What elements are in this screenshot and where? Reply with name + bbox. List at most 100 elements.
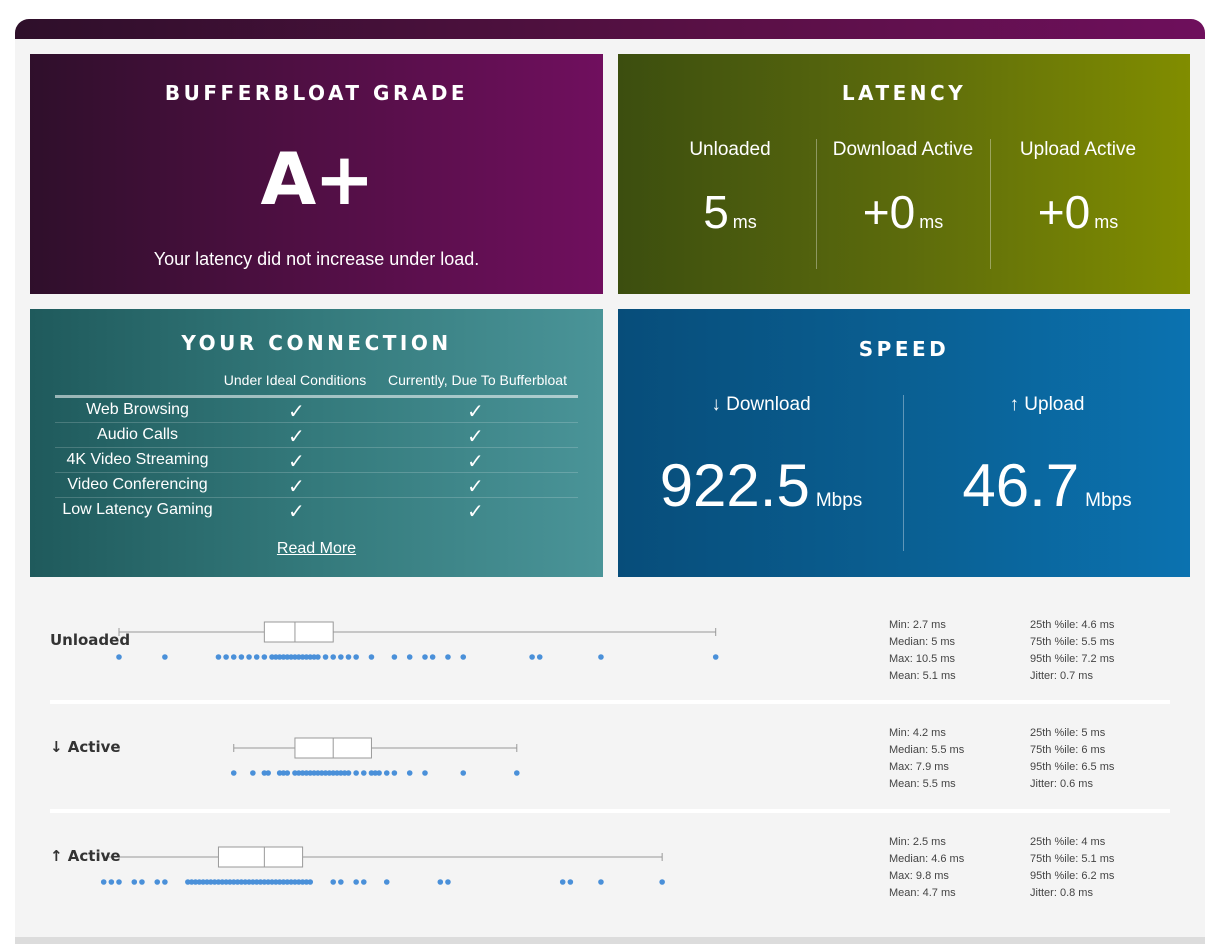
sample-point bbox=[307, 770, 314, 776]
sample-point bbox=[215, 654, 222, 660]
sample-point bbox=[338, 654, 344, 660]
grade-message: Your latency did not increase under load… bbox=[153, 249, 480, 269]
sample-point bbox=[242, 879, 249, 885]
check-icon: ✓ bbox=[467, 449, 484, 473]
sample-point bbox=[227, 879, 233, 885]
sample-point bbox=[162, 879, 168, 885]
sample-point bbox=[253, 879, 260, 885]
sample-point bbox=[280, 879, 287, 885]
latency-upload-active: Upload Active +0 ms bbox=[992, 139, 1164, 269]
sample-point bbox=[223, 654, 229, 660]
sample-point bbox=[659, 879, 665, 885]
sample-point bbox=[383, 770, 390, 776]
sample-point bbox=[250, 770, 256, 776]
row-separator bbox=[50, 700, 1170, 704]
stat-label: ↑ Active bbox=[50, 847, 121, 865]
sample-point bbox=[345, 770, 352, 776]
sample-point bbox=[559, 879, 566, 885]
sample-point bbox=[288, 879, 294, 885]
read-more-link[interactable]: Read More bbox=[276, 540, 357, 557]
stats-left-2: Min: 2.5 ms Median: 4.6 ms Max: 9.8 ms Mean… bbox=[889, 836, 965, 899]
sample-point bbox=[353, 879, 359, 885]
sample-point bbox=[284, 770, 291, 776]
sample-point bbox=[276, 879, 283, 885]
sample-point bbox=[223, 879, 229, 885]
sample-point bbox=[273, 879, 279, 885]
grade-value: A+ bbox=[260, 137, 374, 221]
sample-point bbox=[200, 879, 206, 885]
latency-label: Unloaded bbox=[689, 139, 771, 160]
sample-point bbox=[295, 879, 302, 885]
sample-point bbox=[230, 654, 237, 660]
sample-point bbox=[341, 770, 348, 776]
sample-point bbox=[445, 654, 451, 660]
sample-point bbox=[368, 770, 375, 776]
sample-point bbox=[276, 770, 283, 776]
sample-point bbox=[273, 654, 279, 660]
sample-point bbox=[292, 879, 298, 885]
row-label: Video Conferencing bbox=[67, 476, 208, 493]
sample-point bbox=[338, 879, 344, 885]
sample-point bbox=[299, 879, 306, 885]
download-speed: ↓ Download 922.5 Mbps bbox=[618, 394, 904, 533]
sample-point bbox=[514, 770, 520, 776]
upload-speed: ↑ Upload 46.7 Mbps bbox=[904, 394, 1190, 533]
upload-label: ↑ Upload bbox=[1009, 394, 1085, 415]
connection-title: YOUR CONNECTION bbox=[181, 331, 452, 355]
stat-row-upload-active: ↑ Active Min: 2.5 ms Median: 4.6 ms Max: 9… bbox=[50, 829, 1170, 934]
sample-point bbox=[361, 770, 367, 776]
sample-point bbox=[303, 654, 310, 660]
sample-point bbox=[315, 770, 321, 776]
sample-point bbox=[437, 879, 444, 885]
sample-point bbox=[307, 879, 314, 885]
stats-right-1: 25th %ile: 5 ms 75th %ile: 6 ms 95th %ile:… bbox=[1030, 727, 1115, 790]
sample-point bbox=[295, 654, 302, 660]
sample-point bbox=[307, 654, 314, 660]
check-icon: ✓ bbox=[467, 474, 484, 498]
sample-point bbox=[460, 770, 467, 776]
sample-point bbox=[162, 654, 168, 660]
check-icon: ✓ bbox=[288, 474, 305, 498]
sample-point bbox=[269, 879, 275, 885]
check-icon: ✓ bbox=[467, 399, 484, 423]
stats-right-2: 25th %ile: 4 ms 75th %ile: 5.1 ms 95th %il… bbox=[1030, 836, 1115, 899]
connection-row: Video Conferencing ✓ ✓ bbox=[55, 473, 578, 498]
sample-point bbox=[284, 654, 291, 660]
sample-point bbox=[238, 654, 245, 660]
latency-boxplot-upload bbox=[100, 846, 665, 885]
upload-value: 46.7 Mbps bbox=[962, 452, 1132, 519]
sample-point bbox=[406, 654, 413, 660]
sample-point bbox=[391, 654, 398, 660]
sample-point bbox=[338, 770, 344, 776]
latency-value: 5 ms bbox=[703, 186, 757, 238]
latency-boxplot-download bbox=[230, 737, 520, 776]
sample-point bbox=[295, 770, 302, 776]
bufferbloat-grade-card: BUFFERBLOAT GRADE A+ Your latency did no… bbox=[30, 54, 603, 294]
sample-point bbox=[567, 879, 574, 885]
sample-point bbox=[353, 770, 359, 776]
sample-point bbox=[215, 879, 222, 885]
sample-point bbox=[284, 879, 291, 885]
bottom-bar bbox=[15, 937, 1205, 944]
latency-unloaded: Unloaded 5 ms bbox=[644, 139, 816, 269]
row-label: Audio Calls bbox=[97, 426, 178, 443]
iqr-box bbox=[217, 846, 304, 868]
sample-point bbox=[292, 770, 298, 776]
connection-row: Low Latency Gaming ✓ ✓ bbox=[55, 498, 578, 523]
sample-point bbox=[372, 770, 379, 776]
sample-point bbox=[406, 770, 413, 776]
sample-point bbox=[276, 654, 283, 660]
sample-point bbox=[265, 770, 271, 776]
download-label: ↓ Download bbox=[711, 394, 811, 415]
sample-point bbox=[598, 654, 604, 660]
sample-point bbox=[353, 654, 359, 660]
sample-point bbox=[303, 879, 310, 885]
row-label: Web Browsing bbox=[86, 401, 189, 418]
check-icon: ✓ bbox=[467, 499, 484, 523]
speed-card: SPEED ↓ Download 922.5 Mbps ↑ Upload 46.7… bbox=[618, 309, 1190, 577]
top-accent-bar bbox=[15, 19, 1205, 39]
sample-point bbox=[139, 879, 145, 885]
stat-row-unloaded: Unloaded Min: 2.7 ms Median: 5 ms Max: 10.… bbox=[50, 612, 1170, 717]
sample-point bbox=[330, 654, 337, 660]
latency-value: +0 ms bbox=[862, 186, 944, 238]
